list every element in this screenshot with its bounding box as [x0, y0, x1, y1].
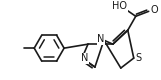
Text: S: S [136, 53, 142, 63]
Text: HO: HO [112, 1, 127, 11]
Text: N: N [81, 53, 89, 63]
Text: N: N [97, 34, 105, 44]
Text: O: O [151, 5, 158, 15]
